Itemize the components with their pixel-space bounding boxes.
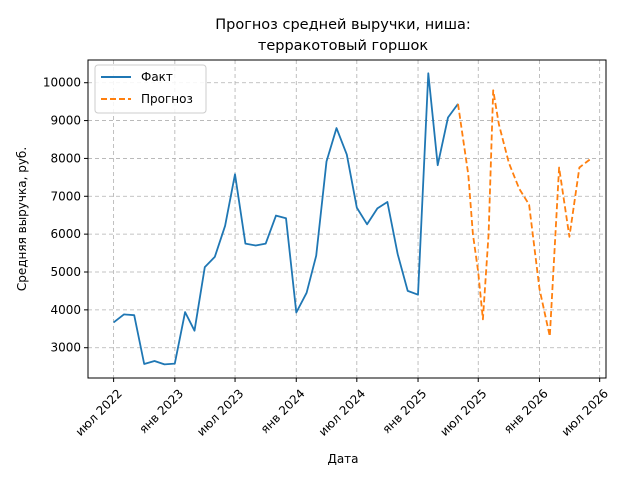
y-tick-label: 4000	[50, 303, 81, 317]
y-axis-label: Средняя выручка, руб.	[15, 147, 29, 291]
x-axis-label: Дата	[327, 452, 358, 466]
y-tick-label: 9000	[50, 114, 81, 128]
y-tick-label: 7000	[50, 189, 81, 203]
legend: Факт Прогноз	[94, 64, 207, 114]
chart-title-line-2: терракотовый горшок	[258, 38, 428, 54]
chart-title-line-1: Прогноз средней выручки, ниша:	[215, 17, 471, 33]
legend-label-fact: Факт	[141, 70, 173, 84]
y-tick-label: 8000	[50, 151, 81, 165]
legend-label-forecast: Прогноз	[141, 92, 193, 106]
series-line-forecast	[457, 89, 591, 338]
y-axis: 3000 4000 5000 6000 7000 8000 9000 10000	[43, 76, 88, 355]
y-tick-label: 5000	[50, 265, 81, 279]
y-tick-label: 6000	[50, 227, 81, 241]
series-layer	[113, 72, 591, 366]
chart-title: Прогноз средней выручки, ниша: терракото…	[215, 17, 471, 54]
plot-area-frame	[87, 59, 607, 379]
y-tick-label: 10000	[43, 76, 81, 90]
series-line-fact	[113, 72, 459, 366]
y-tick-label: 3000	[50, 341, 81, 355]
